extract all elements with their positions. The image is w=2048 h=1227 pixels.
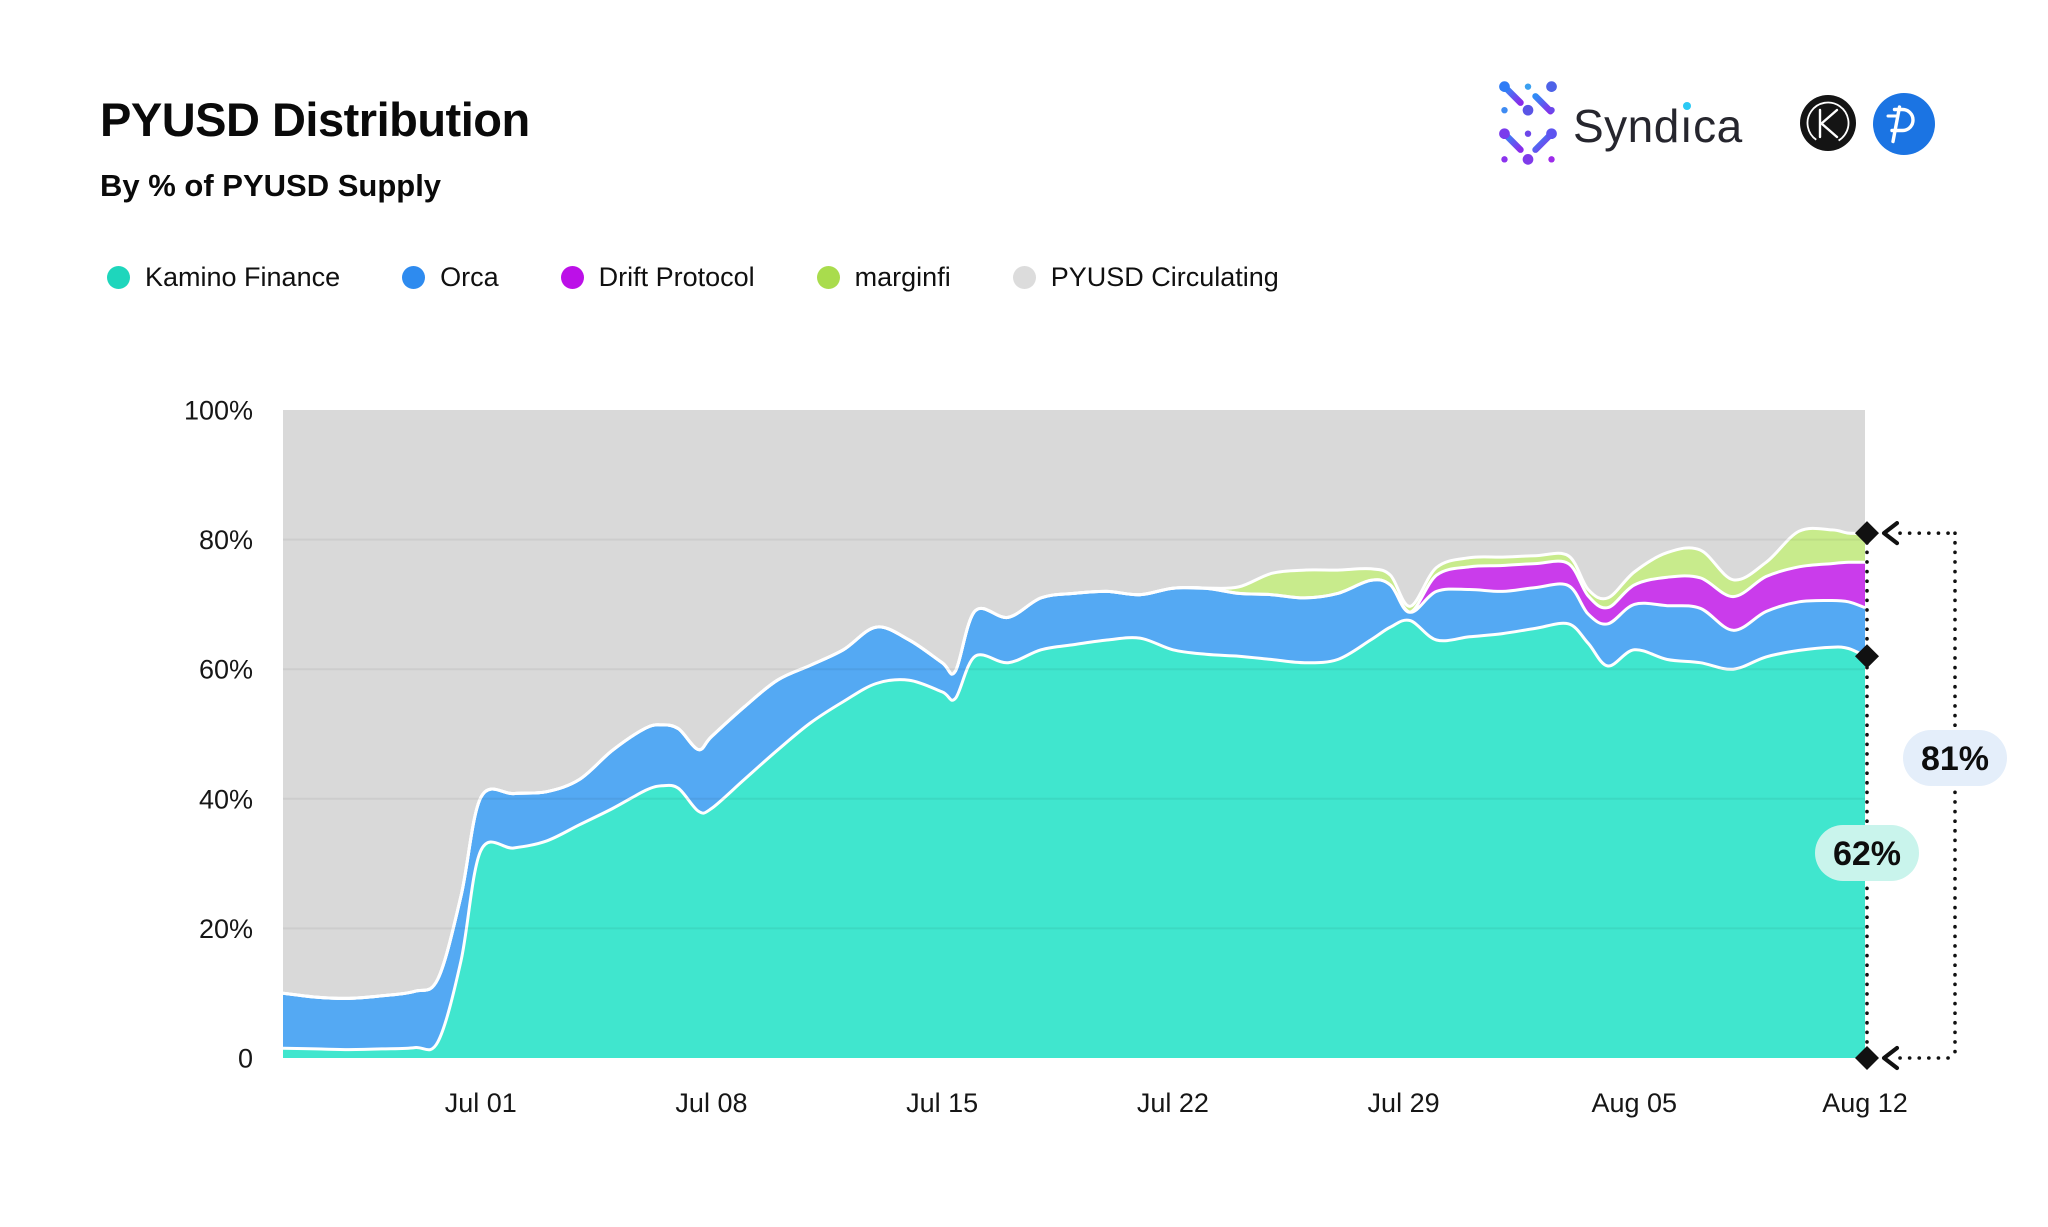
x-tick-aug-05: Aug 05	[1592, 1088, 1678, 1118]
y-tick-80: 80%	[199, 525, 253, 555]
y-tick-100: 100%	[184, 395, 253, 425]
badge-kamino-62-label: 62%	[1833, 835, 1901, 873]
x-tick-jul-08: Jul 08	[675, 1088, 747, 1118]
x-tick-jul-29: Jul 29	[1368, 1088, 1440, 1118]
diamond-marker-icon	[1855, 644, 1879, 669]
legend-item-label: marginfi	[854, 262, 951, 292]
measurement-annotations: 81% 62%	[1815, 521, 2007, 1071]
syndica-logo-icon	[1497, 78, 1559, 173]
partner-logos	[1800, 93, 1935, 155]
kamino-logo-icon	[1800, 95, 1856, 151]
legend-color-dot	[107, 266, 130, 289]
y-tick-40: 40%	[199, 784, 253, 814]
legend-item-label: Drift Protocol	[598, 262, 755, 292]
legend-color-dot	[402, 266, 426, 289]
brand-row: Syndı ca	[1497, 78, 1743, 173]
legend-item-label: Orca	[440, 262, 499, 292]
arrow-left-icon	[1881, 521, 1900, 546]
y-tick-60: 60%	[199, 655, 253, 685]
kamino-k-glyph	[1818, 108, 1839, 139]
legend-item-drift-protocol[interactable]: Drift Protocol	[560, 262, 755, 293]
x-tick-jul-22: Jul 22	[1137, 1088, 1209, 1118]
legend-item-marginfi[interactable]: marginfi	[816, 262, 951, 293]
plot-area	[283, 410, 1865, 1058]
badge-kamino-62-pill	[1815, 825, 1919, 881]
x-tick-jul-15: Jul 15	[906, 1088, 978, 1118]
syndica-wordmark: Syndı ca	[1573, 99, 1743, 152]
legend-color-dot	[560, 266, 584, 289]
syndica-i-dot	[1682, 101, 1691, 110]
legend-item-label: PYUSD Circulating	[1050, 262, 1279, 292]
badge-total-81-label: 81%	[1921, 740, 1989, 778]
area-kamino-finance	[283, 620, 1865, 1058]
y-tick-20: 20%	[199, 914, 253, 944]
page-title: PYUSD Distribution	[100, 93, 530, 146]
y-tick-0: 0	[238, 1043, 253, 1073]
boundary-line	[283, 618, 1865, 1052]
legend-item-label: Kamino Finance	[145, 262, 341, 292]
badge-total-81-pill	[1903, 730, 2007, 786]
legend-item-pyusd-circulating[interactable]: PYUSD Circulating	[1012, 262, 1279, 293]
x-tick-aug-12: Aug 12	[1822, 1088, 1908, 1118]
legend-color-dot	[816, 266, 840, 289]
page-subtitle: By % of PYUSD Supply	[100, 168, 442, 203]
legend-item-kamino-finance[interactable]: Kamino Finance	[107, 262, 340, 293]
diamond-marker-icon	[1855, 1046, 1879, 1070]
legend-color-dot	[1012, 266, 1036, 289]
chart-legend: Kamino Finance Orca Drift Protocol margi…	[107, 262, 1279, 293]
arrow-left-icon	[1881, 1045, 1900, 1071]
legend-item-orca[interactable]: Orca	[402, 262, 499, 293]
pyusd-logo-icon	[1873, 93, 1935, 155]
boundary-line	[283, 578, 1865, 1000]
x-tick-jul-01: Jul 01	[445, 1088, 517, 1118]
pyusd-p-glyph	[1886, 105, 1915, 144]
diamond-marker-icon	[1855, 521, 1879, 546]
